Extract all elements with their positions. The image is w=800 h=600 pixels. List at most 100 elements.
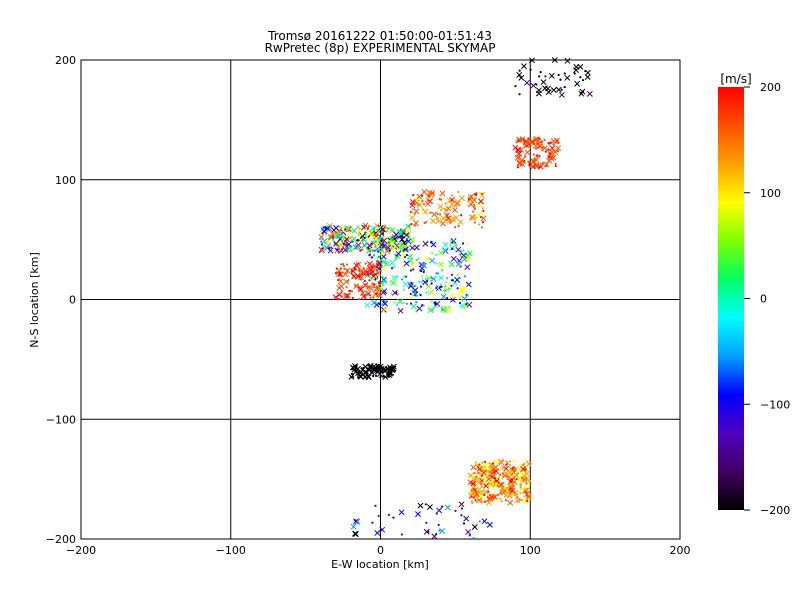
y-tick-label: 100 (55, 174, 76, 187)
data-point (489, 493, 492, 496)
data-point (383, 224, 387, 227)
data-point-x (564, 57, 571, 64)
plot-title: Tromsø 20161222 01:50:00-01:51:43 RwPret… (265, 29, 496, 55)
data-point-x (470, 480, 477, 487)
data-point-x (375, 291, 382, 298)
data-point (500, 476, 503, 479)
data-point (394, 247, 398, 250)
data-point (482, 209, 485, 213)
data-point (526, 499, 529, 502)
data-point-x (471, 524, 478, 530)
data-point (435, 262, 438, 265)
data-point (405, 248, 408, 251)
data-point (487, 490, 490, 493)
data-point-x (391, 289, 398, 296)
data-point-x (481, 518, 488, 525)
data-point-x (350, 268, 357, 275)
data-point-x (439, 528, 446, 535)
data-point (425, 280, 429, 283)
data-point-x (548, 72, 555, 79)
x-axis-label: E-W location [km] (331, 558, 429, 571)
data-point (426, 199, 429, 202)
data-point (451, 247, 454, 251)
data-point (440, 285, 443, 288)
scatter-points (318, 57, 593, 540)
data-point-x (435, 217, 442, 224)
data-point (422, 270, 425, 274)
data-point (523, 462, 526, 465)
data-point-x (431, 211, 438, 218)
data-point-x (573, 67, 579, 74)
data-point (360, 273, 363, 276)
data-point (420, 280, 423, 284)
data-point (390, 292, 393, 295)
data-point-x (523, 491, 530, 498)
data-point (482, 467, 485, 470)
data-point-x (389, 239, 395, 246)
data-point (366, 367, 369, 370)
data-point (358, 231, 361, 234)
data-point (380, 251, 383, 255)
data-point (405, 253, 409, 257)
data-point (402, 301, 406, 304)
colorbar-tick-label: 0 (760, 293, 767, 306)
data-point (418, 280, 421, 283)
data-point-x (323, 245, 330, 251)
data-point-x (460, 287, 467, 294)
data-point (552, 143, 555, 146)
data-point (455, 204, 458, 208)
data-point-x (319, 247, 325, 254)
data-point (541, 140, 544, 143)
data-point-x (338, 283, 345, 290)
data-point-x (393, 231, 400, 238)
data-point-x (492, 464, 499, 471)
data-point (417, 257, 420, 260)
data-point (439, 283, 443, 286)
data-point-x (376, 371, 383, 377)
data-point (410, 241, 414, 244)
data-point (515, 483, 518, 486)
data-point (337, 297, 340, 301)
data-point-x (472, 476, 479, 483)
data-point (357, 239, 360, 242)
data-point-x (467, 479, 474, 486)
data-point (334, 272, 338, 275)
data-point (480, 483, 483, 486)
data-point-x (429, 190, 436, 197)
data-point (456, 273, 459, 276)
data-point-x (360, 293, 367, 300)
data-point-x (536, 143, 543, 150)
data-point-x (355, 242, 362, 248)
data-point (368, 279, 371, 282)
data-point-x (382, 300, 388, 307)
data-point (399, 242, 402, 245)
data-point (484, 500, 487, 503)
data-point (415, 301, 418, 304)
data-point (495, 498, 499, 502)
data-point-x (409, 236, 416, 243)
data-point-x (484, 468, 491, 475)
data-point (369, 256, 372, 259)
data-point (463, 275, 467, 278)
data-point (407, 233, 410, 236)
data-point (354, 284, 357, 287)
data-point (411, 207, 414, 211)
colorbar-tick-label: −200 (760, 504, 790, 517)
data-point (544, 150, 547, 153)
data-point (366, 273, 370, 276)
data-point-x (543, 161, 550, 168)
data-point (369, 249, 372, 253)
data-point-x (424, 201, 431, 207)
data-point (372, 254, 376, 257)
data-point (466, 242, 469, 245)
data-point-x (518, 74, 525, 81)
data-point (440, 268, 444, 272)
data-point (358, 227, 361, 230)
data-point-x (413, 244, 420, 251)
data-point-x (374, 530, 381, 536)
data-point-x (327, 247, 334, 254)
data-point (322, 226, 325, 229)
data-point (499, 473, 502, 476)
data-point-x (555, 86, 562, 93)
data-point (528, 164, 531, 167)
